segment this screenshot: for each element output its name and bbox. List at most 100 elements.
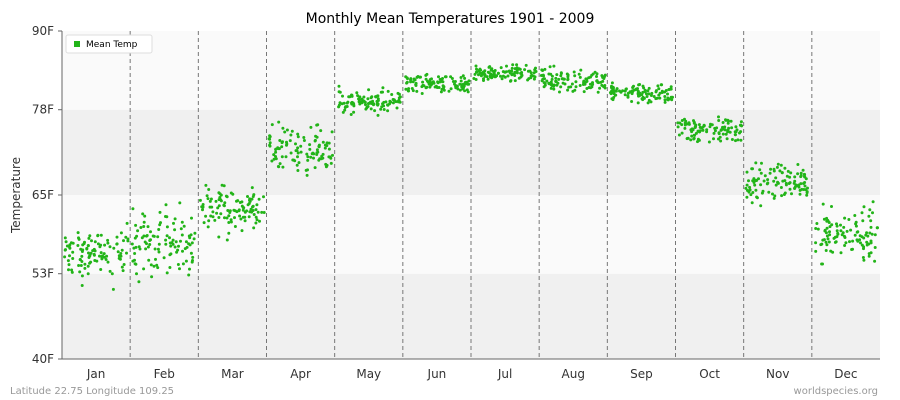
- data-point-dec: [815, 222, 819, 225]
- data-point-feb: [148, 243, 152, 246]
- data-point-may: [343, 108, 347, 112]
- legend-box: [65, 34, 153, 54]
- data-point-feb: [154, 257, 157, 261]
- data-point-nov: [803, 175, 806, 178]
- data-point-jan: [93, 249, 97, 253]
- data-point-feb: [164, 215, 167, 218]
- data-point-may: [376, 94, 380, 98]
- data-point-may: [365, 105, 369, 109]
- data-point-jul: [511, 63, 515, 67]
- data-point-apr: [289, 151, 293, 155]
- data-point-apr: [324, 162, 328, 166]
- data-point-may: [375, 99, 379, 103]
- data-point-apr: [313, 139, 317, 143]
- data-point-oct: [712, 137, 715, 141]
- data-point-mar: [207, 188, 211, 191]
- data-point-oct: [692, 137, 696, 141]
- data-point-jun: [424, 73, 428, 77]
- y-tick-label: 90F: [32, 24, 54, 38]
- data-point-oct: [713, 129, 717, 133]
- data-point-aug: [550, 74, 554, 78]
- data-point-feb: [171, 238, 175, 242]
- data-point-jul: [513, 70, 517, 74]
- data-point-jan: [108, 269, 112, 273]
- data-point-oct: [685, 137, 689, 140]
- data-point-oct: [690, 134, 694, 138]
- data-point-mar: [248, 198, 251, 202]
- data-point-jul: [508, 69, 512, 73]
- data-point-aug: [566, 78, 570, 82]
- data-point-dec: [819, 243, 823, 247]
- data-point-jul: [487, 65, 491, 69]
- data-point-feb: [181, 249, 184, 253]
- data-point-jan: [122, 239, 125, 243]
- data-point-dec: [845, 229, 849, 233]
- data-point-aug: [603, 75, 606, 79]
- data-point-mar: [225, 216, 229, 220]
- data-point-jan: [115, 242, 119, 246]
- data-point-jan: [112, 246, 116, 250]
- data-point-dec: [841, 231, 845, 235]
- data-point-jul: [524, 63, 528, 67]
- data-point-mar: [260, 210, 264, 214]
- data-point-apr: [296, 132, 300, 136]
- data-point-feb: [142, 225, 146, 228]
- data-point-jul: [515, 63, 519, 67]
- data-point-jan: [77, 237, 81, 241]
- data-point-feb: [191, 255, 195, 259]
- data-point-nov: [771, 192, 774, 196]
- data-point-aug: [540, 79, 544, 83]
- data-point-mar: [241, 208, 245, 212]
- data-point-mar: [220, 183, 224, 187]
- data-point-apr: [315, 123, 319, 127]
- data-point-feb: [142, 220, 146, 224]
- data-point-mar: [225, 195, 229, 199]
- data-point-may: [379, 90, 383, 94]
- data-point-apr: [296, 135, 300, 139]
- data-point-feb: [179, 227, 183, 231]
- data-point-nov: [776, 181, 780, 185]
- data-point-mar: [211, 215, 215, 219]
- data-point-feb: [139, 226, 143, 229]
- data-point-mar: [252, 226, 256, 230]
- data-point-mar: [254, 215, 258, 219]
- data-point-jan: [68, 243, 72, 247]
- data-point-apr: [317, 144, 321, 148]
- data-point-may: [371, 99, 375, 103]
- data-point-jan: [70, 268, 74, 272]
- data-point-jan: [87, 251, 90, 255]
- plot-band: [62, 273, 880, 359]
- data-point-aug: [572, 70, 576, 74]
- data-point-dec: [860, 211, 864, 215]
- data-point-jan: [86, 244, 90, 247]
- legend: Mean Temp: [65, 34, 153, 54]
- data-point-sep: [630, 100, 634, 103]
- data-point-dec: [830, 223, 834, 227]
- data-point-may: [352, 110, 356, 114]
- data-point-dec: [853, 233, 857, 237]
- data-point-dec: [828, 233, 832, 237]
- data-point-feb: [187, 273, 191, 277]
- data-point-apr: [290, 129, 294, 133]
- data-point-nov: [773, 194, 777, 198]
- data-point-jul: [503, 75, 507, 79]
- data-point-jan: [68, 254, 71, 258]
- data-point-apr: [268, 141, 272, 145]
- data-point-jul: [503, 70, 507, 74]
- data-point-apr: [276, 147, 280, 151]
- data-point-nov: [747, 179, 750, 183]
- data-point-feb: [157, 242, 161, 246]
- data-point-oct: [721, 132, 725, 136]
- data-point-jan: [67, 263, 71, 267]
- data-point-jan: [125, 251, 128, 255]
- data-point-sep: [666, 92, 669, 96]
- data-point-dec: [851, 239, 855, 243]
- data-point-jan: [95, 259, 99, 263]
- data-point-dec: [831, 250, 835, 254]
- data-point-dec: [873, 233, 877, 237]
- data-point-dec: [860, 235, 864, 239]
- x-tick-labels: Jan Feb Mar Apr May Jun Jul Aug Sep Oct Nov Dec: [86, 367, 858, 381]
- data-point-feb: [175, 250, 179, 254]
- data-point-apr: [278, 139, 282, 142]
- data-point-dec: [876, 226, 879, 230]
